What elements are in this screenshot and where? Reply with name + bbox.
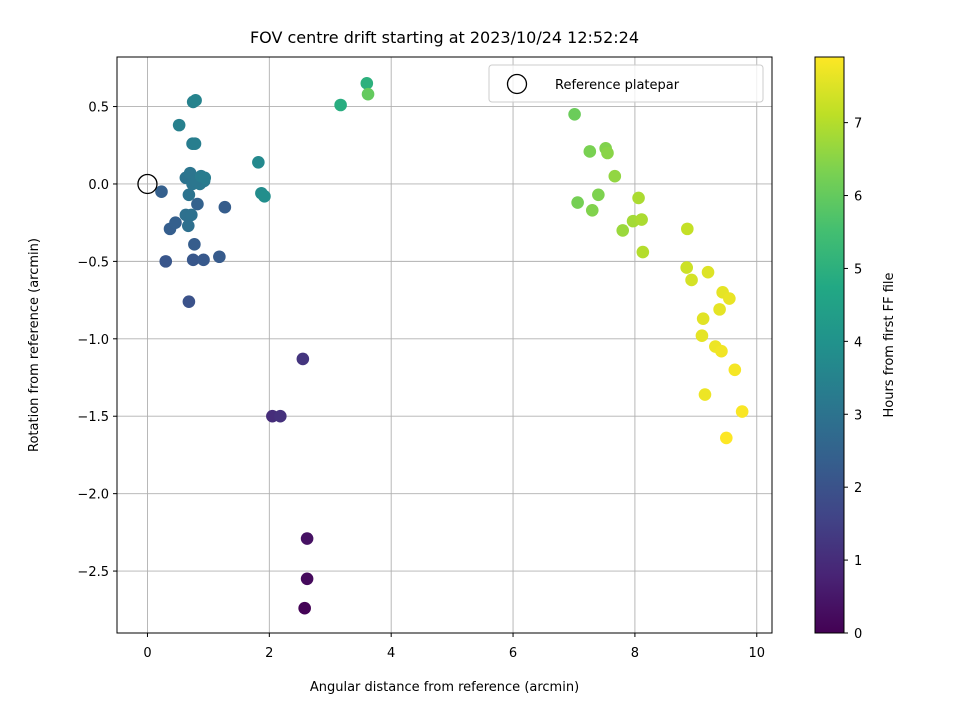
data-point <box>701 265 715 279</box>
reference-marker-layer <box>137 173 158 195</box>
y-tick-label: −2.5 <box>77 565 109 580</box>
data-point <box>182 295 196 308</box>
data-point <box>698 388 712 401</box>
colorbar-tick-label: 7 <box>854 117 862 132</box>
legend-label: Reference platepar <box>555 78 680 93</box>
plot-frame <box>116 56 773 634</box>
data-point <box>296 352 310 366</box>
data-point <box>723 292 736 305</box>
y-axis-label: Rotation from reference (arcmin) <box>27 238 42 452</box>
x-tick-label: 10 <box>748 646 765 661</box>
x-tick-label: 8 <box>631 646 639 661</box>
x-tick-label: 6 <box>509 646 517 661</box>
data-point <box>720 431 733 445</box>
data-point <box>585 203 599 217</box>
data-point <box>181 219 195 233</box>
data-point <box>273 409 287 423</box>
colorbar-tick-label: 0 <box>854 627 862 642</box>
x-tick-label: 4 <box>387 646 395 661</box>
data-point <box>636 245 650 259</box>
colorbar-tick-label: 6 <box>854 190 862 205</box>
legend: Reference platepar <box>488 64 764 103</box>
reference-platepar-marker <box>137 173 158 195</box>
chart-title: FOV centre drift starting at 2023/10/24 … <box>250 28 639 47</box>
data-point <box>185 208 198 222</box>
data-point <box>159 255 173 268</box>
data-point <box>685 273 698 287</box>
data-point <box>715 344 728 358</box>
data-point <box>681 222 694 236</box>
colorbar: 0 1 2 3 4 5 6 7 <box>814 56 862 642</box>
colorbar-gradient <box>815 57 844 633</box>
x-axis-label: Angular distance from reference (arcmin) <box>310 680 579 695</box>
data-point <box>258 190 271 203</box>
data-point <box>680 261 693 274</box>
data-point <box>188 238 201 251</box>
data-point <box>568 107 581 121</box>
data-point <box>198 171 212 185</box>
colorbar-tick-label: 4 <box>854 335 862 350</box>
x-tick-label: 2 <box>265 646 273 661</box>
data-point <box>728 363 742 377</box>
data-point <box>197 253 210 267</box>
data-point <box>713 303 726 316</box>
colorbar-tick-label: 3 <box>854 408 862 423</box>
data-point <box>361 87 375 101</box>
data-point <box>188 137 202 151</box>
y-tick-label: −0.5 <box>77 255 109 270</box>
data-point <box>186 253 200 267</box>
data-point <box>252 155 265 169</box>
legend-box <box>488 64 764 103</box>
y-axis-ticks: −2.5 −2.0 −1.5 −1.0 −0.5 0.0 0.5 <box>77 101 117 580</box>
data-point <box>298 601 311 615</box>
data-point <box>218 200 232 214</box>
data-point <box>189 94 202 107</box>
x-tick-label: 0 <box>143 646 151 661</box>
x-axis-ticks: 0 2 4 6 8 10 <box>143 633 765 661</box>
data-point <box>172 118 186 132</box>
data-points <box>155 77 749 615</box>
data-point <box>300 572 314 586</box>
data-point <box>300 532 314 545</box>
data-point <box>571 196 584 209</box>
grid-lines <box>117 57 772 633</box>
data-point <box>601 146 614 160</box>
data-point <box>635 213 648 226</box>
data-point <box>213 250 226 264</box>
colorbar-tick-label: 5 <box>854 262 862 277</box>
y-tick-label: −1.0 <box>77 333 109 348</box>
data-point <box>334 98 347 112</box>
y-tick-label: 0.0 <box>88 178 109 193</box>
y-tick-label: 0.5 <box>88 101 109 116</box>
colorbar-ticks: 0 1 2 3 4 5 6 7 <box>844 117 862 642</box>
data-point <box>608 169 622 183</box>
data-point <box>182 188 196 202</box>
data-point <box>169 216 182 229</box>
data-point <box>632 191 645 205</box>
data-point <box>696 312 710 325</box>
data-point <box>360 77 374 90</box>
colorbar-label: Hours from first FF file <box>882 272 897 417</box>
data-point <box>735 405 749 418</box>
colorbar-frame <box>814 56 845 634</box>
data-point <box>191 197 204 211</box>
colorbar-tick-label: 1 <box>854 554 862 569</box>
data-point <box>155 185 168 199</box>
y-tick-label: −1.5 <box>77 410 109 425</box>
data-point <box>695 329 709 343</box>
data-point <box>583 145 597 158</box>
data-point <box>592 188 605 202</box>
colorbar-tick-label: 2 <box>854 481 862 496</box>
data-point <box>616 224 630 237</box>
y-tick-label: −2.0 <box>77 488 109 503</box>
legend-marker-open-circle <box>506 73 528 95</box>
